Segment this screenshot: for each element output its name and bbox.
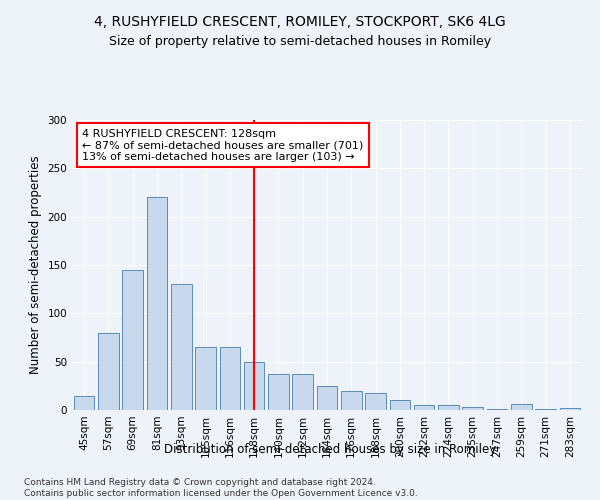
Bar [463, 407, 483, 410]
Bar [487, 409, 508, 410]
Bar [220, 347, 240, 410]
Bar [195, 347, 216, 410]
Bar [98, 332, 119, 410]
Bar [292, 374, 313, 410]
Bar [511, 404, 532, 410]
Bar [438, 405, 459, 410]
Bar [244, 362, 265, 410]
Text: Contains HM Land Registry data © Crown copyright and database right 2024.
Contai: Contains HM Land Registry data © Crown c… [24, 478, 418, 498]
Bar [560, 408, 580, 410]
Bar [317, 386, 337, 410]
Bar [171, 284, 191, 410]
Bar [268, 374, 289, 410]
Bar [414, 405, 434, 410]
Text: Size of property relative to semi-detached houses in Romiley: Size of property relative to semi-detach… [109, 35, 491, 48]
Text: Distribution of semi-detached houses by size in Romiley: Distribution of semi-detached houses by … [164, 442, 496, 456]
Bar [341, 390, 362, 410]
Bar [74, 396, 94, 410]
Text: 4 RUSHYFIELD CRESCENT: 128sqm
← 87% of semi-detached houses are smaller (701)
13: 4 RUSHYFIELD CRESCENT: 128sqm ← 87% of s… [82, 128, 364, 162]
Bar [122, 270, 143, 410]
Bar [535, 409, 556, 410]
Bar [365, 392, 386, 410]
Text: 4, RUSHYFIELD CRESCENT, ROMILEY, STOCKPORT, SK6 4LG: 4, RUSHYFIELD CRESCENT, ROMILEY, STOCKPO… [94, 15, 506, 29]
Bar [389, 400, 410, 410]
Bar [146, 198, 167, 410]
Y-axis label: Number of semi-detached properties: Number of semi-detached properties [29, 156, 42, 374]
